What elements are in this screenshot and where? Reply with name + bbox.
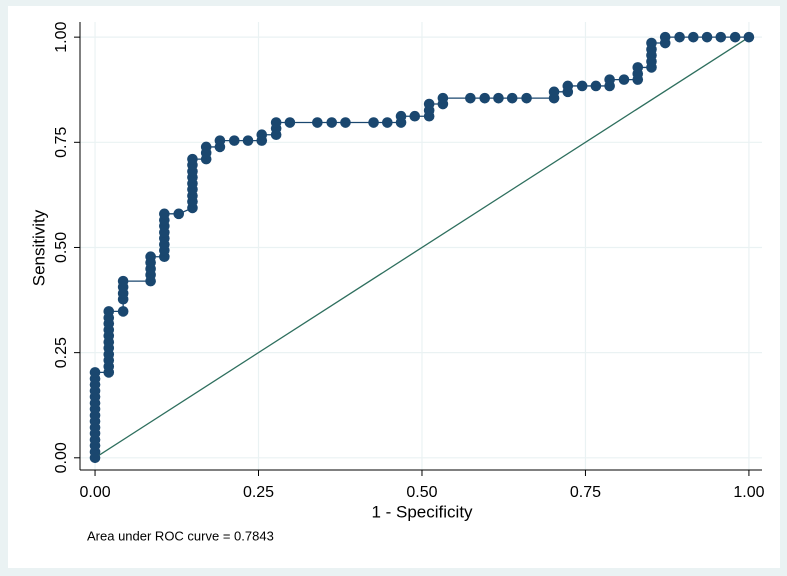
roc-point	[409, 110, 421, 122]
roc-point	[562, 80, 574, 92]
x-tick-label: 0.25	[243, 484, 274, 501]
roc-point	[521, 92, 532, 104]
roc-point	[688, 31, 699, 43]
y-tick-label: 0.50	[53, 232, 70, 263]
roc-point	[465, 92, 476, 104]
roc-point	[548, 86, 560, 98]
roc-point	[117, 275, 129, 287]
roc-point	[701, 31, 713, 43]
roc-point	[312, 117, 323, 128]
y-tick-label: 0.75	[53, 127, 70, 158]
roc-point	[145, 251, 156, 263]
roc-point	[200, 141, 212, 153]
x-tick-label: 0.75	[570, 484, 601, 501]
roc-point	[493, 92, 504, 104]
reference-line	[94, 36, 750, 459]
roc-point	[604, 74, 615, 85]
roc-point	[242, 135, 254, 146]
roc-point	[368, 117, 379, 128]
roc-point	[284, 117, 296, 128]
y-tick-label: 0.25	[53, 337, 70, 368]
roc-point	[256, 129, 268, 141]
y-tick-label: 1.00	[53, 21, 70, 52]
x-tick-label: 0.00	[79, 484, 110, 501]
x-axis-title: 1 - Specificity	[371, 502, 473, 521]
roc-point	[743, 31, 755, 43]
roc-point	[173, 208, 185, 220]
roc-point	[576, 80, 588, 92]
roc-point	[506, 92, 518, 104]
roc-point	[187, 153, 198, 165]
annotation: Area under ROC curve = 0.7843	[87, 528, 274, 543]
roc-point	[646, 37, 657, 49]
y-axis-title: Sensitivity	[29, 209, 48, 286]
roc-point	[340, 117, 351, 128]
roc-point	[423, 98, 435, 110]
roc-point	[382, 117, 393, 128]
roc-point	[229, 135, 240, 146]
roc-point	[674, 31, 685, 43]
roc-point	[729, 31, 741, 43]
roc-point	[715, 31, 727, 43]
roc-point	[117, 306, 129, 317]
y-tick-label: 0.00	[53, 442, 70, 473]
roc-point	[89, 367, 101, 378]
roc-point	[103, 306, 115, 317]
roc-point	[659, 31, 671, 43]
x-tick-label: 0.50	[406, 484, 437, 501]
roc-point	[326, 117, 338, 128]
roc-point	[395, 110, 407, 122]
roc-point	[479, 92, 491, 104]
x-tick-label: 1.00	[733, 484, 764, 501]
roc-point	[437, 92, 449, 104]
roc-point	[159, 208, 170, 220]
roc-point	[270, 117, 282, 128]
roc-point	[632, 62, 644, 73]
roc-point	[590, 80, 602, 92]
roc-point	[618, 74, 630, 85]
roc-point	[214, 135, 226, 146]
